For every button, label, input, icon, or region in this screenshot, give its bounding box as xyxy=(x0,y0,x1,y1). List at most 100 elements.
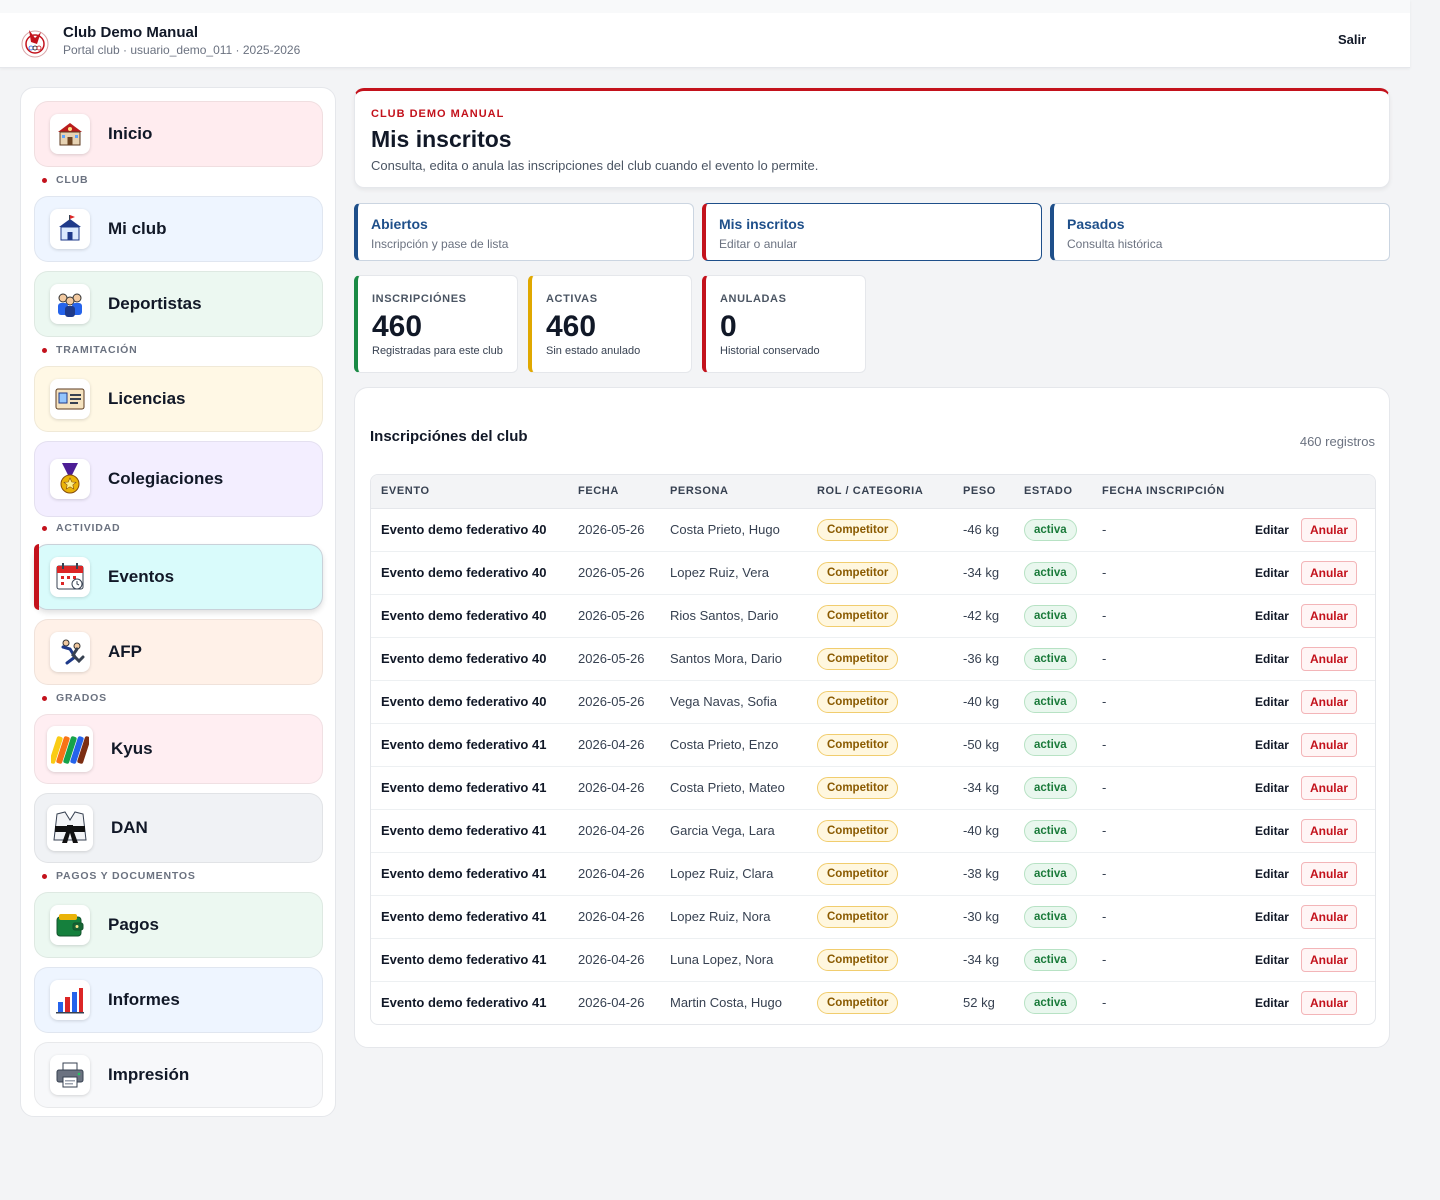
cell-peso: -40 kg xyxy=(963,694,1000,709)
column-header: PESO xyxy=(953,475,1014,509)
edit-button[interactable]: Editar xyxy=(1254,522,1289,537)
edit-button[interactable]: Editar xyxy=(1254,909,1289,924)
calendar-icon xyxy=(50,557,90,597)
cell-persona: Martin Costa, Hugo xyxy=(670,995,782,1010)
cell-persona: Costa Prieto, Enzo xyxy=(670,737,779,752)
cancel-button[interactable]: Anular xyxy=(1300,818,1357,843)
logout-button[interactable]: Salir xyxy=(1338,32,1367,47)
cell-persona: Garcia Vega, Lara xyxy=(670,823,775,838)
cell-rol: Competitor xyxy=(807,852,953,895)
column-header: PERSONA xyxy=(660,475,807,509)
sidebar-item-dan[interactable]: DAN xyxy=(34,793,323,863)
edit-button[interactable]: Editar xyxy=(1254,565,1289,580)
page-title: Mis inscritos xyxy=(371,126,512,152)
sidebar-item-inicio[interactable]: Inicio xyxy=(34,101,323,167)
edit-button[interactable]: Editar xyxy=(1254,608,1289,623)
cell-persona: Lopez Ruiz, Clara xyxy=(670,866,774,881)
cell-peso: -36 kg xyxy=(963,651,1000,666)
cancel-button[interactable]: Anular xyxy=(1300,990,1357,1015)
sidebar-item-pagos[interactable]: Pagos xyxy=(34,892,323,958)
edit-button[interactable]: Editar xyxy=(1254,694,1289,709)
cell-peso: -34 kg xyxy=(963,565,1000,580)
cell-peso: -40 kg xyxy=(963,823,1000,838)
cell-fecha-inscripcion: - xyxy=(1102,823,1107,838)
sidebar-item-licencias[interactable]: Licencias xyxy=(34,366,323,432)
section-label: CLUB xyxy=(56,174,89,186)
cancel-button[interactable]: Anular xyxy=(1300,560,1357,585)
status-badge: activa xyxy=(1024,561,1077,584)
sidebar-item-afp[interactable]: AFP xyxy=(34,619,323,685)
judo-throw-icon xyxy=(50,632,90,672)
cell-actions: Editar Anular xyxy=(1232,938,1375,981)
tab-abiertos[interactable]: Abiertos Inscripción y pase de lista xyxy=(354,203,694,261)
cancel-button[interactable]: Anular xyxy=(1300,775,1357,800)
cancel-button[interactable]: Anular xyxy=(1300,603,1357,628)
edit-button[interactable]: Editar xyxy=(1254,952,1289,967)
cell-rol: Competitor xyxy=(807,551,953,594)
cancel-button[interactable]: Anular xyxy=(1300,646,1357,671)
sidebar-item-impresion[interactable]: Impresión xyxy=(34,1042,323,1108)
edit-button[interactable]: Editar xyxy=(1254,866,1289,881)
cell-rol: Competitor xyxy=(807,895,953,938)
cell-fecha-inscripcion: - xyxy=(1102,780,1107,795)
status-badge: activa xyxy=(1024,776,1077,799)
table-row: Evento demo federativo 41 2026-04-26 Costa… xyxy=(371,723,1375,766)
top-bar: Club Demo Manual Portal club · usuario_d… xyxy=(0,0,1410,68)
sidebar-item-kyus[interactable]: Kyus xyxy=(34,714,323,784)
edit-button[interactable]: Editar xyxy=(1254,823,1289,838)
tab-subtitle: Editar o anular xyxy=(719,237,798,251)
cell-fecha-inscripcion: - xyxy=(1102,952,1107,967)
athletes-group-icon xyxy=(50,284,90,324)
sidebar-item-mi-club[interactable]: Mi club xyxy=(34,196,323,262)
tab-pasados[interactable]: Pasados Consulta histórica xyxy=(1050,203,1390,261)
registrations-table-wrapper[interactable]: EVENTO FECHA PERSONA ROL / CATEGORIA PES… xyxy=(370,474,1376,1025)
status-badge: activa xyxy=(1024,862,1077,885)
cancel-button[interactable]: Anular xyxy=(1300,689,1357,714)
edit-button[interactable]: Editar xyxy=(1254,737,1289,752)
cell-evento: Evento demo federativo 40 xyxy=(381,651,547,666)
section-club: CLUB xyxy=(42,174,88,186)
sidebar-item-colegiaciones[interactable]: Colegiaciones xyxy=(34,441,323,517)
sidebar-label-deportistas: Deportistas xyxy=(108,294,202,313)
column-header: EVENTO xyxy=(371,475,568,509)
section-dot xyxy=(42,525,47,531)
cancel-button[interactable]: Anular xyxy=(1300,904,1357,929)
cell-peso: -46 kg xyxy=(963,522,1000,537)
colored-belts-icon xyxy=(47,726,93,772)
cell-evento: Evento demo federativo 41 xyxy=(381,952,547,967)
cell-evento: Evento demo federativo 41 xyxy=(381,737,547,752)
tab-mis-inscritos[interactable]: Mis inscritos Editar o anular xyxy=(702,203,1042,261)
cell-estado: activa xyxy=(1014,680,1092,723)
sidebar-item-informes[interactable]: Informes xyxy=(34,967,323,1033)
column-header: FECHA INSCRIPCIÓN xyxy=(1092,475,1232,509)
cell-fecha: 2026-05-26 xyxy=(578,522,645,537)
table-title: Inscripciónes del club xyxy=(370,428,528,445)
sidebar: Inicio CLUB Mi club Deportistas TRAMITAC… xyxy=(20,87,336,1117)
cell-estado: activa xyxy=(1014,938,1092,981)
cell-estado: activa xyxy=(1014,723,1092,766)
section-dot xyxy=(42,347,47,353)
cancel-button[interactable]: Anular xyxy=(1300,947,1357,972)
sidebar-item-deportistas[interactable]: Deportistas xyxy=(34,271,323,337)
role-badge: Competitor xyxy=(817,518,899,541)
cell-actions: Editar Anular xyxy=(1232,594,1375,637)
stat-label: INSCRIPCIÓNES xyxy=(372,293,467,305)
page-description: Consulta, edita o anula las inscripcione… xyxy=(371,158,819,173)
cell-peso: -38 kg xyxy=(963,866,1000,881)
cell-fecha: 2026-04-26 xyxy=(578,823,645,838)
edit-button[interactable]: Editar xyxy=(1254,995,1289,1010)
edit-button[interactable]: Editar xyxy=(1254,780,1289,795)
sidebar-item-eventos[interactable]: Eventos xyxy=(34,544,323,610)
cancel-button[interactable]: Anular xyxy=(1300,517,1357,542)
cell-rol: Competitor xyxy=(807,680,953,723)
cell-estado: activa xyxy=(1014,766,1092,809)
table-row: Evento demo federativo 40 2026-05-26 Costa… xyxy=(371,508,1375,551)
cell-fecha-inscripcion: - xyxy=(1102,651,1107,666)
cell-persona: Lopez Ruiz, Vera xyxy=(670,565,770,580)
sidebar-label-colegiaciones: Colegiaciones xyxy=(108,469,224,488)
cancel-button[interactable]: Anular xyxy=(1300,732,1357,757)
sidebar-label-afp: AFP xyxy=(108,642,142,661)
cancel-button[interactable]: Anular xyxy=(1300,861,1357,886)
edit-button[interactable]: Editar xyxy=(1254,651,1289,666)
table-row: Evento demo federativo 40 2026-05-26 Lopez… xyxy=(371,551,1375,594)
